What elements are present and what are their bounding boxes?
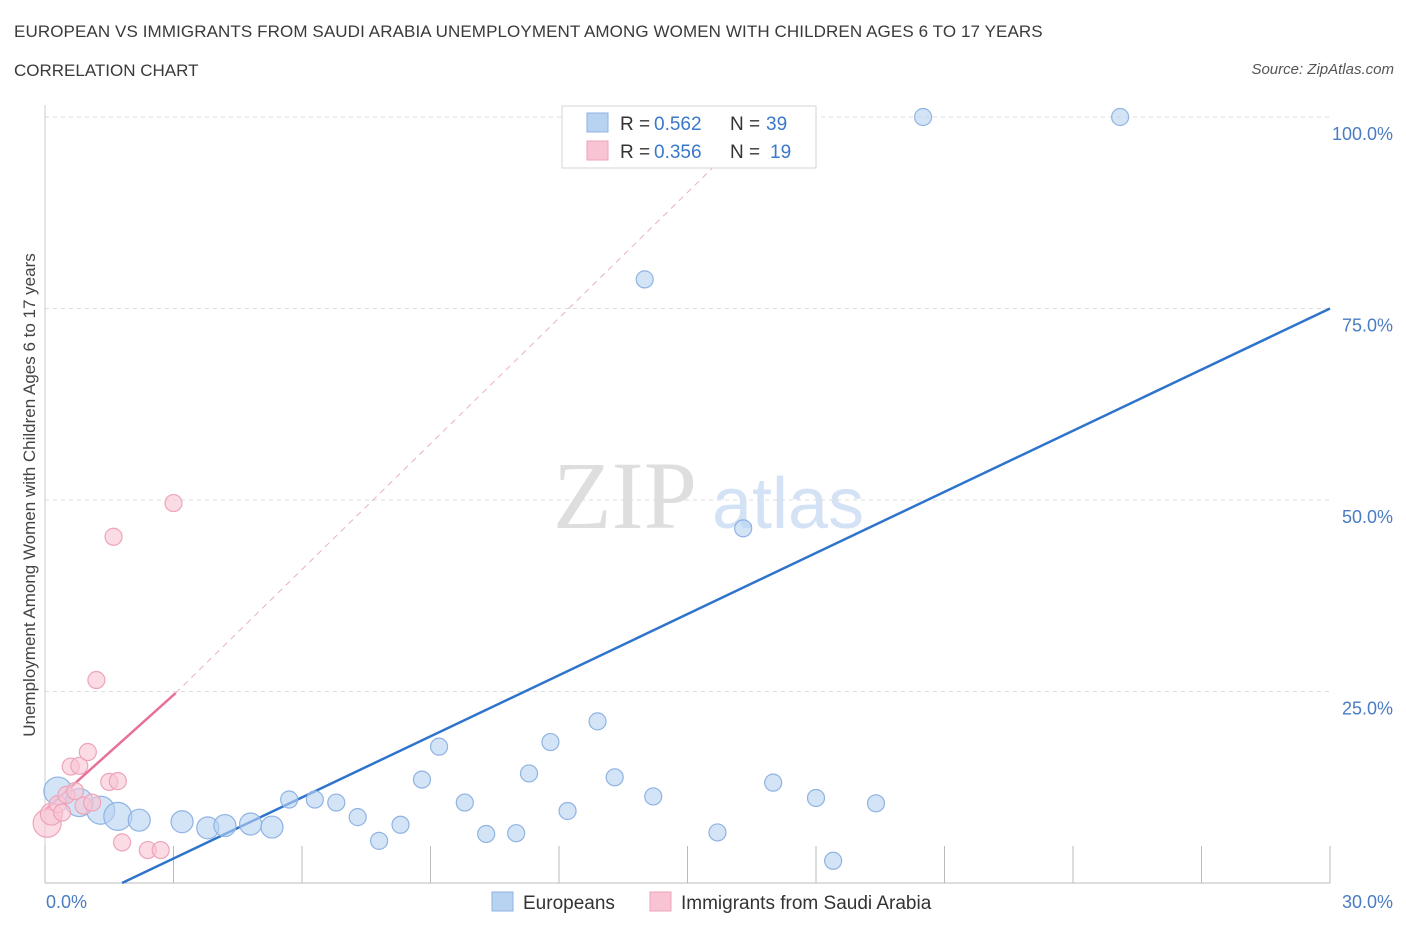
europeans-point-14	[370, 831, 389, 850]
bottom-legend-saudi-swatch	[649, 891, 672, 912]
europeans-point-23	[558, 801, 577, 821]
series-legend: Europeans Immigrants from Saudi Arabia	[491, 891, 932, 914]
y-tick-label-100: 100.0%	[1332, 124, 1393, 144]
saudi-point-6	[70, 756, 89, 775]
europeans-point-17	[429, 737, 449, 756]
x-tick-label-0: 0.0%	[46, 892, 87, 912]
europeans-point-34	[824, 851, 843, 870]
saudi-point-13	[108, 772, 127, 791]
saudi-point-8	[78, 742, 97, 762]
bottom-legend-saudi-label: Immigrants from Saudi Arabia	[681, 893, 932, 914]
correlation-legend: R = 0.562 N = 39 R = 0.356 N = 19	[561, 105, 817, 169]
europeans-point-24	[588, 712, 607, 731]
legend-saudi-r-value: 0.356	[654, 142, 702, 163]
europeans-point-37	[1111, 107, 1130, 127]
europeans-point-21	[519, 764, 539, 783]
europeans-point-19	[477, 824, 496, 844]
watermark-zip: ZIP	[553, 442, 697, 549]
legend-europeans-n-value: 39	[766, 114, 787, 135]
europeans-point-36	[913, 107, 933, 127]
europeans-point-27	[644, 787, 663, 806]
y-axis-label: Unemployment Among Women with Children A…	[20, 253, 39, 737]
y-tick-label-50: 50.0%	[1342, 507, 1393, 527]
legend-saudi-swatch	[586, 140, 609, 161]
europeans-point-35	[866, 794, 886, 813]
europeans-point-13	[348, 808, 367, 827]
europeans-point-3	[103, 801, 133, 831]
saudi-point-16	[151, 840, 170, 860]
saudi-point-10	[87, 670, 106, 690]
europeans-point-22	[541, 732, 560, 752]
grid-lines	[45, 116, 1330, 692]
europeans-point-15	[391, 815, 410, 834]
bottom-legend-europeans-swatch	[491, 891, 514, 912]
europeans-point-10	[280, 790, 299, 809]
europeans-point-25	[605, 768, 624, 787]
europeans-point-32	[764, 773, 783, 792]
europeans-point-33	[806, 788, 826, 808]
saudi-point-14	[112, 833, 132, 852]
saudi-point-3	[53, 803, 72, 822]
chart-title: EUROPEAN VS IMMIGRANTS FROM SAUDI ARABIA…	[14, 22, 1043, 41]
europeans-point-16	[412, 770, 432, 789]
legend-saudi-r-label: R =	[620, 142, 650, 163]
source-label: Source: ZipAtlas.com	[1251, 61, 1394, 78]
europeans-point-11	[305, 790, 324, 809]
europeans-trendline	[121, 307, 1331, 885]
europeans-point-20	[507, 824, 526, 843]
europeans-point-12	[327, 793, 346, 812]
saudi-point-12	[104, 527, 123, 546]
saudi-point-9	[83, 793, 102, 812]
europeans-point-5	[170, 810, 194, 834]
bottom-legend-europeans-label: Europeans	[523, 893, 615, 914]
tick-labels: 25.0% 50.0% 75.0% 100.0% 0.0% 30.0%	[46, 124, 1393, 912]
y-tick-label-25: 25.0%	[1342, 699, 1393, 719]
x-tick-label-1: 30.0%	[1342, 892, 1393, 912]
europeans-points	[43, 107, 1130, 870]
europeans-point-29	[708, 823, 727, 842]
europeans-point-7	[213, 813, 237, 838]
chart-subtitle: CORRELATION CHART	[14, 61, 199, 80]
saudi-point-18	[65, 781, 85, 801]
legend-europeans-r-label: R =	[620, 114, 650, 135]
europeans-point-4	[127, 808, 151, 832]
saudi-trendline-extension	[175, 116, 765, 694]
legend-europeans-swatch	[586, 112, 609, 133]
legend-europeans-r-value: 0.562	[654, 114, 702, 135]
europeans-point-30	[734, 519, 753, 538]
legend-saudi-n-label: N =	[730, 142, 760, 163]
europeans-point-18	[455, 793, 474, 812]
europeans-point-8	[239, 812, 263, 836]
axes	[44, 105, 1331, 884]
saudi-points	[32, 493, 183, 860]
europeans-point-26	[635, 270, 654, 289]
europeans-point-9	[260, 815, 284, 839]
saudi-point-17	[164, 493, 183, 513]
watermark-atlas: atlas	[712, 464, 864, 544]
y-tick-label-75: 75.0%	[1342, 316, 1393, 336]
legend-saudi-n-value: 19	[770, 142, 791, 163]
legend-europeans-n-label: N =	[730, 114, 760, 135]
